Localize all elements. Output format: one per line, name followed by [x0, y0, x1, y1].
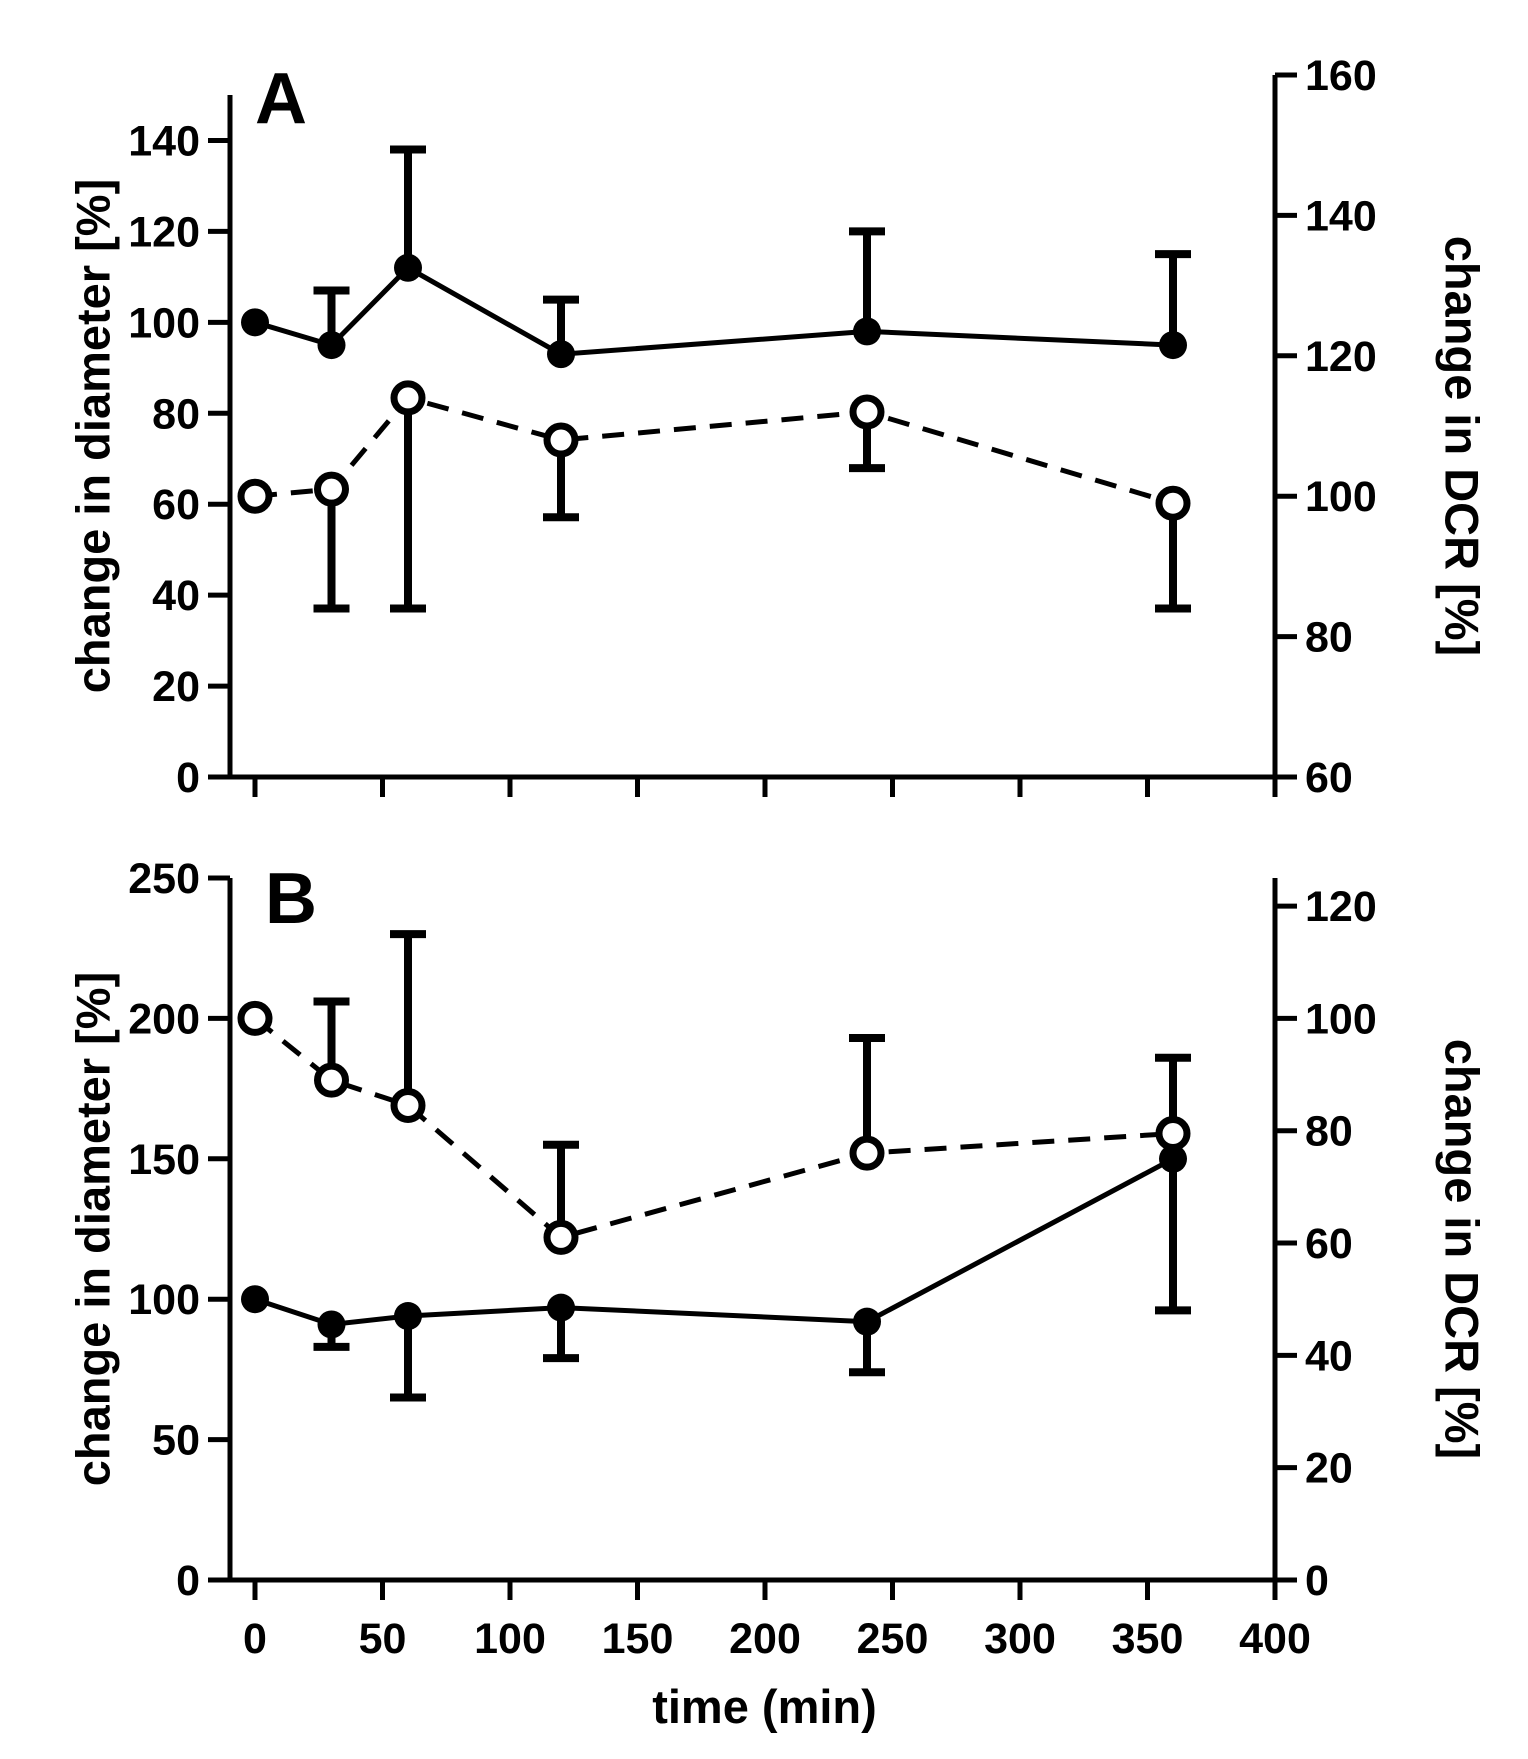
- left-y-tick-label: 20: [152, 663, 200, 711]
- diameter-series-line: [254, 264, 1174, 357]
- diameter-point: [1159, 331, 1187, 360]
- DCR-point: [237, 1000, 273, 1036]
- DCR-point: [314, 471, 349, 507]
- diameter-point: [853, 317, 881, 346]
- right-y-tick-label: 120: [1305, 883, 1377, 931]
- DCR-point: [314, 1062, 349, 1098]
- DCR-point: [237, 478, 273, 514]
- DCR-point: [1155, 1116, 1191, 1152]
- left-y-tick-label: 200: [128, 995, 200, 1043]
- right-y-tick-label: 60: [1305, 1220, 1353, 1268]
- right-y-tick-label: 100: [1305, 473, 1377, 521]
- left-y-tick-label: 140: [128, 117, 200, 165]
- right-y-tick-label: 40: [1305, 1332, 1353, 1380]
- left-y-tick-label: 0: [176, 1557, 200, 1605]
- left-y-tick-label: 80: [152, 390, 200, 438]
- diameter-point: [241, 308, 269, 337]
- x-tick-label: 250: [857, 1615, 929, 1663]
- diameter-point: [241, 1285, 269, 1314]
- left-y-tick-label: 0: [176, 754, 200, 802]
- diameter-point: [317, 331, 346, 360]
- left-y-axis-title: change in diameter [%]: [66, 972, 119, 1487]
- panel-label: A: [255, 59, 307, 139]
- left-y-tick-label: 40: [152, 572, 200, 620]
- x-tick-label: 150: [602, 1615, 674, 1663]
- left-y-tick-label: 120: [128, 208, 200, 256]
- right-y-tick-label: 20: [1305, 1445, 1353, 1493]
- DCR-series-line: [253, 1016, 1174, 1241]
- DCR-point: [390, 380, 426, 416]
- x-tick-label: 300: [984, 1615, 1056, 1663]
- right-y-tick-label: 80: [1305, 1108, 1353, 1156]
- x-tick-label: 0: [243, 1615, 267, 1663]
- DCR-point: [543, 1219, 579, 1255]
- right-y-tick-label: 60: [1305, 754, 1353, 802]
- diameter-point: [317, 1310, 346, 1339]
- x-axis-title: time (min): [652, 1680, 877, 1733]
- DCR-series-line: [254, 395, 1174, 506]
- panel-label: B: [265, 859, 317, 939]
- diameter-point: [1159, 1144, 1187, 1173]
- diameter-point: [853, 1307, 881, 1336]
- right-y-tick-label: 160: [1305, 52, 1377, 100]
- left-y-tick-label: 100: [128, 299, 200, 347]
- left-y-tick-label: 100: [128, 1276, 200, 1324]
- x-tick-label: 100: [474, 1615, 546, 1663]
- right-y-tick-label: 100: [1305, 995, 1377, 1043]
- left-y-axis-title: change in diameter [%]: [66, 179, 119, 694]
- right-y-axis-title: change in DCR [%]: [1436, 1039, 1489, 1459]
- right-y-tick-label: 80: [1305, 614, 1353, 662]
- x-tick-label: 350: [1112, 1615, 1184, 1663]
- x-tick-label: 50: [359, 1615, 407, 1663]
- left-y-tick-label: 50: [152, 1417, 200, 1465]
- left-y-tick-label: 250: [128, 855, 200, 903]
- DCR-point: [543, 422, 579, 458]
- diameter-series-line: [254, 1156, 1175, 1328]
- left-y-tick-label: 150: [128, 1136, 200, 1184]
- DCR-point: [849, 1135, 885, 1171]
- x-tick-label: 200: [729, 1615, 801, 1663]
- right-y-axis-title: change in DCR [%]: [1436, 236, 1489, 656]
- right-y-tick-label: 0: [1305, 1557, 1329, 1605]
- diameter-point: [547, 1293, 575, 1322]
- DCR-point: [1155, 485, 1191, 521]
- diameter-point: [547, 340, 575, 369]
- left-y-tick-label: 60: [152, 481, 200, 529]
- diameter-point: [394, 253, 422, 282]
- right-y-tick-label: 120: [1305, 333, 1377, 381]
- x-tick-label: 400: [1239, 1615, 1311, 1663]
- DCR-point: [849, 394, 885, 430]
- DCR-point: [390, 1087, 426, 1123]
- right-y-tick-label: 140: [1305, 192, 1377, 240]
- diameter-point: [394, 1302, 422, 1331]
